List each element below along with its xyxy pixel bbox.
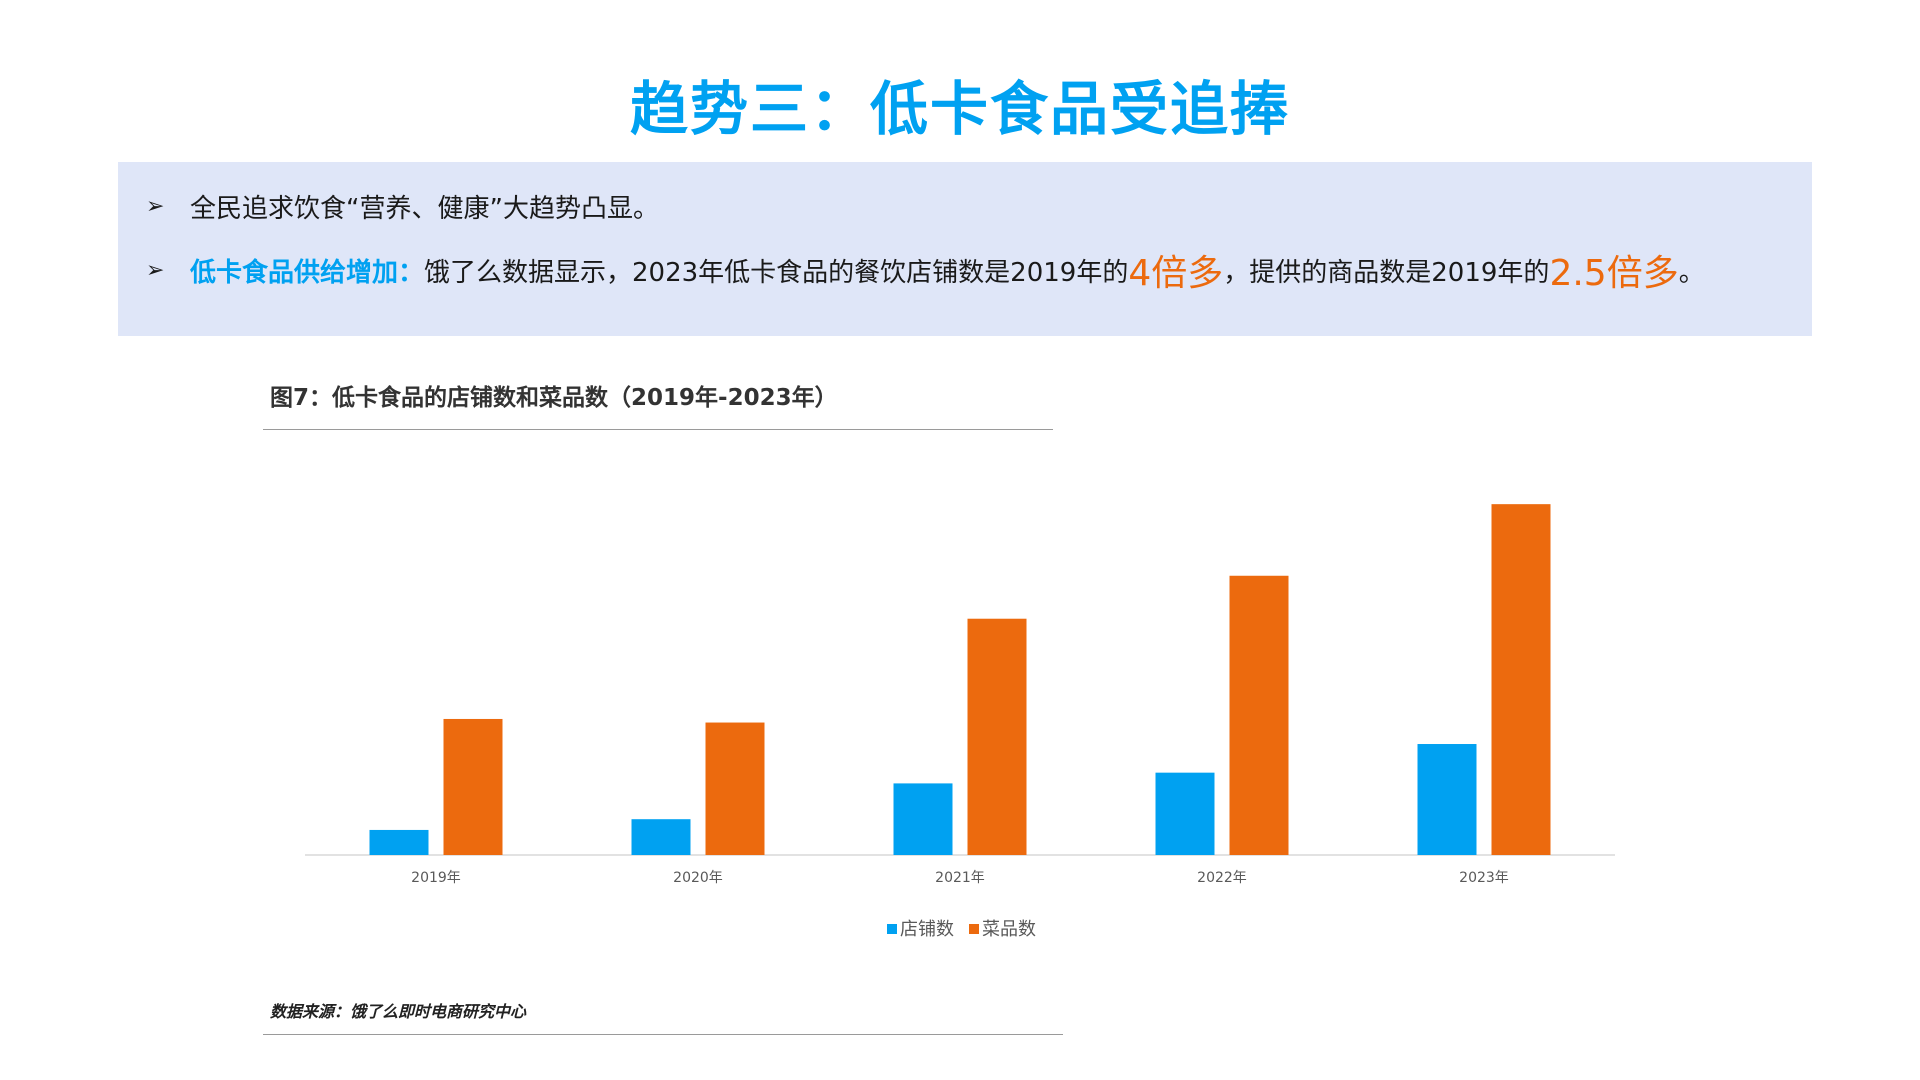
x-tick-label: 2019年 xyxy=(411,870,461,886)
bar-dishes-4 xyxy=(1229,575,1289,855)
highlight-value: 2.5倍多 xyxy=(1549,253,1679,294)
arrow-bullet-icon: ➢ xyxy=(146,194,165,219)
chart-title: 图7：低卡食品的店铺数和菜品数（2019年-2023年） xyxy=(270,385,838,411)
x-tick-label: 2021年 xyxy=(935,870,985,886)
highlight-value: 4倍多 xyxy=(1128,253,1224,294)
x-tick-label: 2023年 xyxy=(1459,870,1509,886)
bar-stores-5 xyxy=(1417,744,1477,855)
legend-label: 店铺数 xyxy=(900,919,954,940)
bar-stores-4 xyxy=(1155,772,1215,855)
bullet-item: ➢ 全民追求饮食“营养、健康”大趋势凸显。 xyxy=(146,188,659,225)
bullet-text: 全民追求饮食“营养、健康”大趋势凸显。 xyxy=(190,194,659,224)
data-source: 数据来源：饿了么即时电商研究中心 xyxy=(270,1002,527,1021)
page-title: 趋势三：低卡食品受追捧 xyxy=(629,75,1290,143)
legend-swatch xyxy=(887,924,897,934)
divider xyxy=(263,429,1053,430)
bullet-item: ➢ 低卡食品供给增加： 饿了么数据显示，2023年低卡食品的餐饮店铺数是2019… xyxy=(146,244,1705,296)
x-tick-label: 2022年 xyxy=(1197,870,1247,886)
bar-dishes-3 xyxy=(967,618,1027,855)
bar-stores-3 xyxy=(893,783,953,855)
bar-dishes-1 xyxy=(443,718,503,855)
bullet-lead: 低卡食品供给增加： xyxy=(190,257,425,288)
legend-label: 菜品数 xyxy=(982,919,1036,940)
bar-stores-1 xyxy=(369,829,429,855)
arrow-bullet-icon: ➢ xyxy=(146,257,165,283)
bullet-text: ，提供的商品数是2019年的 xyxy=(1223,257,1550,288)
bullet-text: 。 xyxy=(1678,257,1705,288)
bar-dishes-2 xyxy=(705,722,765,855)
legend-swatch xyxy=(969,924,979,934)
bullet-text: 饿了么数据显示，2023年低卡食品的餐饮店铺数是2019年的 xyxy=(424,257,1129,288)
info-box: ➢ 全民追求饮食“营养、健康”大趋势凸显。 ➢ 低卡食品供给增加： 饿了么数据显… xyxy=(118,162,1812,336)
divider xyxy=(263,1034,1063,1035)
x-tick-label: 2020年 xyxy=(673,870,723,886)
bar-stores-2 xyxy=(631,819,691,855)
bar-dishes-5 xyxy=(1491,504,1551,855)
